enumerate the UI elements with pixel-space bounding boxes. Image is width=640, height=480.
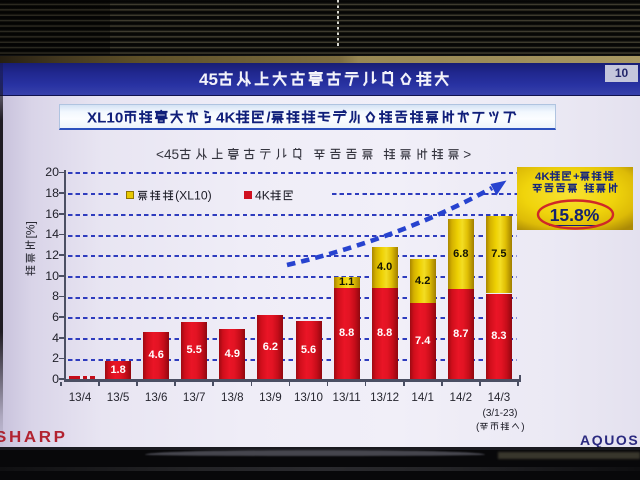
svg-text:XL10: XL10 <box>87 109 123 126</box>
svg-text:4K: 4K <box>255 189 270 203</box>
svg-text:4K: 4K <box>216 109 235 126</box>
svg-text:): ) <box>521 421 524 432</box>
svg-text:(: ( <box>476 421 480 432</box>
svg-text:45: 45 <box>199 70 218 89</box>
svg-text:<45: <45 <box>156 147 179 162</box>
svg-text:4K: 4K <box>535 171 550 183</box>
svg-text:+: + <box>573 171 580 183</box>
svg-text:>: > <box>464 147 472 162</box>
svg-text:(XL10): (XL10) <box>175 189 212 203</box>
svg-text:[%]: [%] <box>24 221 38 238</box>
svg-text:/: / <box>266 109 271 126</box>
